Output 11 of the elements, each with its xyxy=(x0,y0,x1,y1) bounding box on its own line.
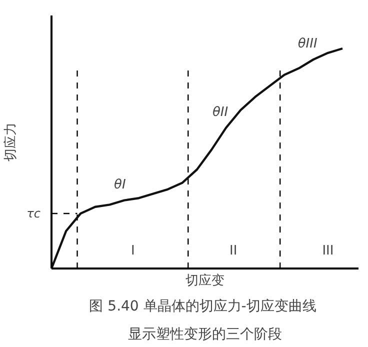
x-axis-title: 切应变 xyxy=(186,272,224,288)
text: 图 5.40 单晶体的切应力-切应变曲线 xyxy=(89,298,316,314)
annotation: I xyxy=(131,243,135,258)
annotation: θII xyxy=(212,104,228,120)
annotation: θIII xyxy=(298,36,318,52)
y-axis-title: 切应力 xyxy=(2,122,19,162)
annotation: θI xyxy=(114,177,126,192)
annotation: II xyxy=(230,243,238,258)
ref-line-label: τc xyxy=(26,206,41,220)
annotation: III xyxy=(322,243,334,258)
text: 显示塑性变形的三个阶段 xyxy=(128,326,282,342)
